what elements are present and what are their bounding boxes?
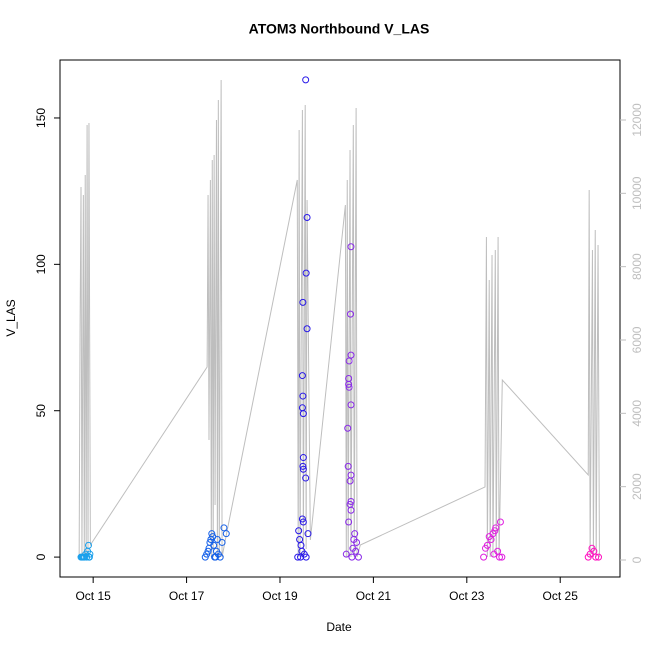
x-tick-label: Oct 17 (169, 589, 205, 603)
point (480, 553, 488, 561)
point (345, 357, 353, 365)
point (302, 76, 310, 84)
point (302, 474, 310, 482)
point (345, 383, 353, 391)
point (85, 553, 93, 561)
point (344, 424, 352, 432)
point (490, 550, 498, 558)
point (496, 518, 504, 526)
point (216, 553, 224, 561)
x-tick-label: Oct 15 (75, 589, 111, 603)
point (298, 372, 306, 380)
point (345, 518, 353, 526)
point (294, 553, 302, 561)
point (498, 553, 506, 561)
point (303, 214, 311, 222)
y-tick-label: 100 (34, 254, 48, 274)
point (344, 462, 352, 470)
y-tick-label: 150 (34, 108, 48, 128)
point (299, 518, 307, 526)
point (303, 325, 311, 333)
x-tick-label: Oct 21 (356, 589, 392, 603)
point (299, 465, 307, 473)
point (487, 536, 495, 544)
point (345, 380, 353, 388)
y2-tick-label: 0 (630, 556, 644, 563)
point (204, 547, 212, 555)
point (347, 310, 355, 318)
point (304, 530, 312, 538)
point (86, 550, 94, 558)
point (492, 524, 500, 532)
y2-tick-label: 2000 (630, 473, 644, 500)
point (347, 401, 355, 409)
point (354, 553, 362, 561)
point (81, 553, 89, 561)
x-tick-label: Oct 23 (449, 589, 485, 603)
y2-tick-label: 6000 (630, 326, 644, 353)
y2-tick-label: 8000 (630, 253, 644, 280)
y-tick-label: 0 (34, 553, 48, 560)
point (299, 392, 307, 400)
point (84, 541, 92, 549)
point (299, 454, 307, 462)
point (299, 462, 307, 470)
point (346, 477, 354, 485)
y2-tick-label: 12000 (630, 103, 644, 137)
point (220, 524, 228, 532)
point (302, 553, 310, 561)
chart-title: ATOM3 Northbound V_LAS (249, 21, 430, 37)
x-tick-label: Oct 25 (543, 589, 579, 603)
point (353, 538, 361, 546)
point (298, 404, 306, 412)
point (348, 553, 356, 561)
x-axis-label: Date (326, 620, 352, 634)
y2-tick-label: 10000 (630, 176, 644, 210)
point (595, 553, 603, 561)
point (295, 527, 303, 535)
point (298, 515, 306, 523)
line (78, 80, 600, 558)
point (299, 410, 307, 418)
plot-frame (59, 59, 621, 578)
y-tick-label: 50 (34, 404, 48, 418)
point (495, 553, 503, 561)
y-axis-label: V_LAS (4, 299, 18, 336)
point (222, 530, 230, 538)
point (481, 544, 489, 552)
y2-tick-label: 4000 (630, 400, 644, 427)
point (584, 553, 592, 561)
x-tick-label: Oct 19 (262, 589, 298, 603)
point (352, 547, 360, 555)
point (342, 550, 350, 558)
point (302, 269, 310, 277)
point (208, 530, 216, 538)
point (347, 506, 355, 514)
point (218, 538, 226, 546)
point (347, 497, 355, 505)
point (299, 298, 307, 306)
point (210, 541, 218, 549)
point (592, 553, 600, 561)
point (347, 243, 355, 251)
